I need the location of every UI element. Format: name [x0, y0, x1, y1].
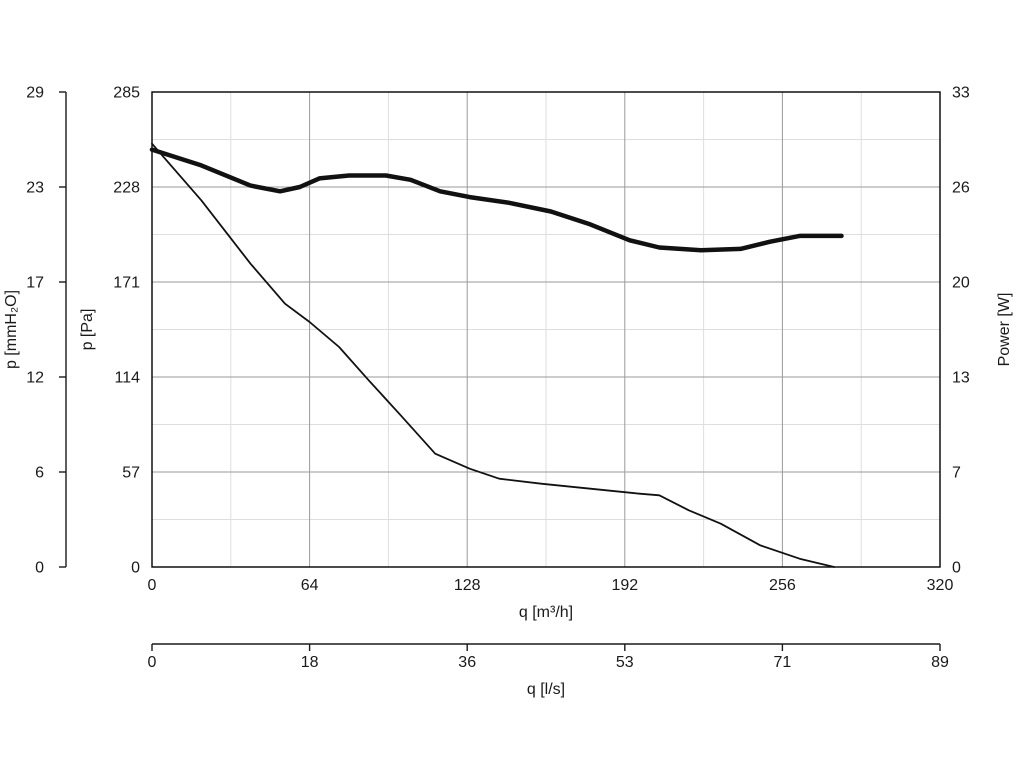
svg-text:20: 20 [952, 275, 970, 292]
svg-text:114: 114 [114, 370, 140, 387]
svg-text:171: 171 [113, 275, 140, 292]
x-axis-title-ls: q [l/s] [527, 681, 565, 698]
y-axis-title-power: Power [W] [996, 293, 1013, 367]
svg-text:89: 89 [931, 654, 949, 671]
svg-text:13: 13 [952, 370, 970, 387]
svg-text:26: 26 [952, 180, 970, 197]
svg-text:53: 53 [616, 654, 634, 671]
svg-text:128: 128 [454, 577, 481, 594]
y-axis-title-pa: p [Pa] [79, 309, 96, 351]
svg-text:36: 36 [458, 654, 476, 671]
major-gridlines [152, 92, 940, 567]
pressure-curve [151, 142, 835, 568]
svg-text:256: 256 [769, 577, 796, 594]
svg-text:17: 17 [26, 275, 44, 292]
svg-text:0: 0 [148, 577, 157, 594]
svg-text:33: 33 [952, 85, 970, 102]
svg-text:285: 285 [113, 85, 140, 102]
svg-text:192: 192 [611, 577, 638, 594]
y-axis-title-mmh2o: p [mmH₂O] [3, 290, 20, 369]
minor-gridlines [152, 92, 940, 567]
svg-text:64: 64 [301, 577, 319, 594]
svg-text:0: 0 [148, 654, 157, 671]
svg-text:7: 7 [952, 465, 961, 482]
svg-text:228: 228 [113, 180, 140, 197]
x-axis-m3h-tick-labels: 0 64 128 192 256 320 [148, 577, 954, 594]
svg-text:12: 12 [26, 370, 44, 387]
svg-text:6: 6 [35, 465, 44, 482]
svg-text:0: 0 [952, 560, 961, 577]
y-axis-mmh2o: 0 6 12 17 23 29 [26, 85, 67, 577]
x-axis-title-m3h: q [m³/h] [519, 604, 573, 621]
svg-text:320: 320 [927, 577, 954, 594]
plot-frame [151, 91, 941, 568]
svg-text:0: 0 [35, 560, 44, 577]
y-axis-pa-tick-labels: 0 57 114 171 228 285 [113, 85, 140, 577]
y-axis-power-tick-labels: 0 7 13 20 26 33 [952, 85, 970, 577]
svg-text:29: 29 [26, 85, 44, 102]
svg-text:71: 71 [774, 654, 792, 671]
power-curve [149, 147, 844, 253]
x-axis-ls: 0 18 36 53 71 89 [148, 643, 949, 671]
svg-text:0: 0 [131, 560, 140, 577]
svg-text:18: 18 [301, 654, 319, 671]
svg-text:57: 57 [122, 465, 140, 482]
svg-text:23: 23 [26, 180, 44, 197]
